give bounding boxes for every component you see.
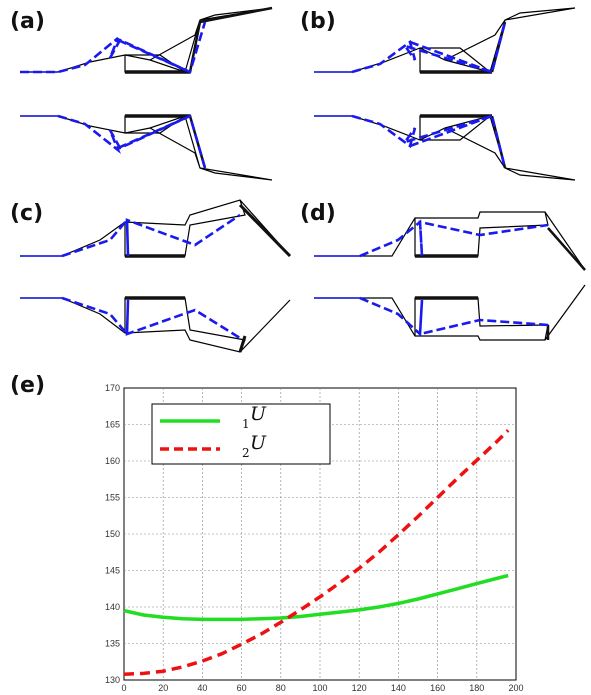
legend: 1 U 2 U <box>151 403 331 465</box>
series-line-2 <box>123 429 510 676</box>
diagram-c-bottom <box>20 296 291 353</box>
dashed-link <box>117 38 191 74</box>
link-bar <box>199 6 273 24</box>
dashed-link <box>409 114 493 148</box>
x-tick-label: 0 <box>121 683 126 693</box>
diagram-d-bottom <box>314 284 586 341</box>
y-tick-label: 130 <box>105 675 120 685</box>
x-tick-label: 40 <box>197 683 207 693</box>
link-bar <box>547 227 586 271</box>
y-ticks: 130 135 140 145 150 155 160 165 170 <box>105 383 120 685</box>
legend-label-2: U <box>250 432 267 454</box>
x-tick-label: 160 <box>430 683 445 693</box>
y-tick-label: 170 <box>105 383 120 393</box>
x-tick-label: 120 <box>352 683 367 693</box>
x-ticks: 0 20 40 60 80 100 120 140 160 180 200 <box>121 683 523 693</box>
legend-sub-1: 1 <box>242 417 250 431</box>
diagram-a-top <box>20 6 273 74</box>
dashed-link <box>20 21 207 74</box>
diagram-a-bottom <box>20 114 273 181</box>
panel-label-b: (b) <box>300 9 336 34</box>
mechanism-outline <box>20 199 291 257</box>
panel-label-d: (d) <box>300 201 336 226</box>
mechanism-outline <box>314 284 586 341</box>
dashed-link <box>61 213 241 258</box>
dashed-link <box>359 219 549 258</box>
mechanism-outline <box>314 115 576 181</box>
x-tick-label: 100 <box>312 683 327 693</box>
x-tick-label: 140 <box>391 683 406 693</box>
mechanism-outline <box>419 115 492 141</box>
legend-label-1: U <box>250 403 267 425</box>
y-tick-label: 155 <box>105 493 120 503</box>
legend-sub-2: 2 <box>242 446 250 460</box>
panel-label-a: (a) <box>10 9 45 34</box>
mechanism-outline <box>314 211 586 271</box>
dashed-link <box>61 296 241 340</box>
mechanism-outline <box>419 47 492 73</box>
mechanism-outline <box>20 297 291 353</box>
x-tick-label: 180 <box>469 683 484 693</box>
x-tick-label: 20 <box>158 683 168 693</box>
chart-e: 0 20 40 60 80 100 120 140 160 180 200 130 135 140 145… <box>105 383 524 693</box>
series-line-1 <box>123 573 509 622</box>
y-tick-label: 150 <box>105 529 120 539</box>
link-bar <box>238 335 247 353</box>
panel-label-c: (c) <box>10 201 43 226</box>
dashed-link <box>117 114 191 150</box>
dashed-link <box>409 40 493 74</box>
diagram-c-top <box>20 199 292 258</box>
y-tick-label: 140 <box>105 602 120 612</box>
y-tick-label: 145 <box>105 566 120 576</box>
link-bar <box>238 203 292 258</box>
y-tick-label: 165 <box>105 420 120 430</box>
dashed-link <box>351 114 507 169</box>
mechanism-outline <box>20 7 273 73</box>
x-tick-label: 200 <box>508 683 523 693</box>
legend-box <box>151 403 331 465</box>
mechanism-outline <box>314 7 576 73</box>
dashed-link <box>351 21 507 74</box>
diagram-b-bottom <box>314 114 576 181</box>
y-tick-label: 160 <box>105 456 120 466</box>
series-layer <box>123 429 510 676</box>
diagram-d-top <box>314 211 586 271</box>
diagram-b-top <box>314 7 576 74</box>
mechanism-outline <box>20 115 273 181</box>
dashed-link <box>359 296 549 337</box>
y-tick-label: 135 <box>105 639 120 649</box>
x-tick-label: 80 <box>276 683 286 693</box>
panel-label-e: (e) <box>10 373 45 398</box>
x-tick-label: 60 <box>237 683 247 693</box>
